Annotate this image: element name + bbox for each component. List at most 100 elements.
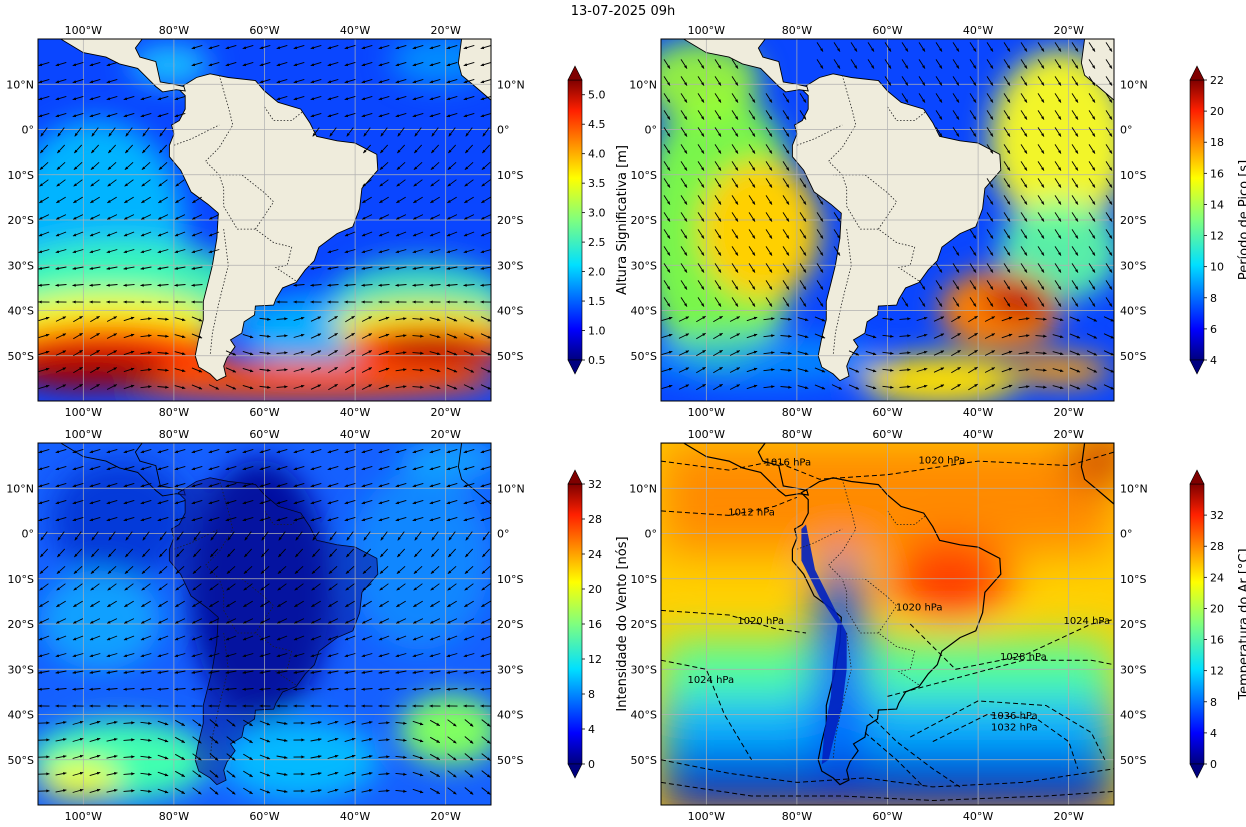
vector-arrowhead <box>312 133 316 137</box>
vector-arrowhead <box>249 773 253 777</box>
vector-arrowhead <box>431 537 435 541</box>
vector-arrowhead <box>990 269 993 273</box>
vector-arrowhead <box>73 199 77 203</box>
vector-arrowhead <box>395 654 400 658</box>
vector-arrowhead <box>735 133 738 137</box>
vector-arrowhead <box>1093 369 1097 373</box>
vector-arrowhead <box>1008 384 1013 388</box>
vector-arrowhead <box>232 386 236 390</box>
lat-tick-label-left: 50°S <box>631 350 657 363</box>
vector-arrowhead <box>334 788 339 792</box>
vector-arrowhead <box>718 82 721 86</box>
vector-arrowhead <box>956 286 959 290</box>
vector-arrowhead <box>141 570 146 574</box>
vector-arrowhead <box>403 385 407 389</box>
vector-arrowhead <box>667 116 670 120</box>
vector-arrowhead <box>260 570 265 574</box>
vector-arrowhead <box>820 65 823 69</box>
vector-arrowhead <box>310 518 315 522</box>
vector-arrowhead <box>412 114 417 118</box>
vector-arrowhead <box>1075 235 1078 239</box>
vector-arrowhead <box>481 620 485 624</box>
vector-arrowhead <box>334 771 339 775</box>
vector-arrowhead <box>90 570 95 574</box>
vector-arrowhead <box>89 97 94 101</box>
vector-arrowhead <box>141 587 145 591</box>
lat-tick-label-left: 40°S <box>631 305 657 318</box>
figure-title: 13-07-2025 09h <box>570 4 676 19</box>
vector-arrowhead <box>771 317 775 321</box>
vector-arrowhead <box>1024 252 1027 256</box>
vector-arrowhead <box>72 233 77 237</box>
colorbar-tick-label: 28 <box>588 513 602 526</box>
vector-arrowhead <box>208 46 213 50</box>
vector-arrowhead <box>446 250 451 254</box>
vector-arrowhead <box>1043 317 1047 321</box>
vector-arrowhead <box>208 467 213 471</box>
vector-arrowhead <box>990 286 993 290</box>
vector-arrowhead <box>447 603 451 607</box>
vector-arrowhead <box>431 133 435 137</box>
vector-arrowhead <box>310 80 315 84</box>
vector-arrowhead <box>284 334 288 338</box>
vector-arrowhead <box>1007 133 1010 137</box>
vector-arrowhead <box>447 166 452 170</box>
vector-arrowhead <box>447 570 452 574</box>
vector-arrowhead <box>259 450 264 454</box>
vector-arrowhead <box>226 603 230 607</box>
vector-arrowhead <box>89 283 93 287</box>
colorbar-tick-label: 4 <box>588 723 595 736</box>
vector-arrowhead <box>293 654 298 658</box>
vector-arrowhead <box>470 352 474 356</box>
andes-cold-band <box>801 524 847 765</box>
vector-arrowhead <box>140 114 145 118</box>
vector-arrowhead <box>106 450 111 454</box>
vector-arrowhead <box>361 518 366 522</box>
vector-arrowhead <box>385 384 390 388</box>
vector-arrowhead <box>753 333 758 337</box>
vector-arrowhead <box>96 384 100 388</box>
vector-arrowhead <box>351 788 356 792</box>
vector-arrowhead <box>55 250 60 254</box>
vector-arrowhead <box>91 537 95 541</box>
vector-arrowhead <box>368 333 372 337</box>
vector-arrowhead <box>480 484 485 488</box>
vector-arrowhead <box>106 654 111 658</box>
vector-arrowhead <box>344 501 349 505</box>
vector-arrowhead <box>821 335 826 339</box>
vector-arrowhead <box>668 333 673 337</box>
vector-arrowhead <box>412 300 416 304</box>
vector-arrowhead <box>413 570 418 574</box>
isobar-label: 1012 hPa <box>728 507 775 518</box>
vector-arrowhead <box>752 303 755 307</box>
vector-arrowhead <box>446 266 450 270</box>
vector-arrowhead <box>79 754 84 758</box>
vector-arrowhead <box>1092 286 1095 290</box>
lat-tick-label-left: 30°S <box>631 663 657 676</box>
vector-arrowhead <box>242 654 247 658</box>
vector-arrowhead <box>310 450 315 454</box>
vector-arrowhead <box>242 637 247 641</box>
vector-arrowhead <box>55 266 59 270</box>
vector-arrowhead <box>436 739 440 743</box>
vector-arrowhead <box>480 687 484 691</box>
vector-arrowhead <box>890 351 894 355</box>
vector-arrowhead <box>1093 318 1097 322</box>
vector-arrowhead <box>368 316 372 320</box>
vector-arrowhead <box>276 300 280 304</box>
vector-arrowhead <box>191 46 196 50</box>
colorbar-tick-label: 14 <box>1210 198 1224 211</box>
vector-arrowhead <box>463 484 468 488</box>
vector-arrowhead <box>1109 269 1112 273</box>
vector-arrowhead <box>181 369 186 373</box>
vector-arrowhead <box>294 587 298 591</box>
vector-arrowhead <box>181 386 186 390</box>
vector-arrowhead <box>293 687 297 691</box>
vector-arrowhead <box>124 166 129 170</box>
lon-tick-label-top: 40°W <box>340 428 370 441</box>
vector-arrowhead <box>96 333 100 337</box>
vector-arrowhead <box>38 233 43 237</box>
vector-arrowhead <box>1059 369 1064 373</box>
vector-arrowhead <box>249 756 253 760</box>
vector-arrowhead <box>72 63 77 67</box>
